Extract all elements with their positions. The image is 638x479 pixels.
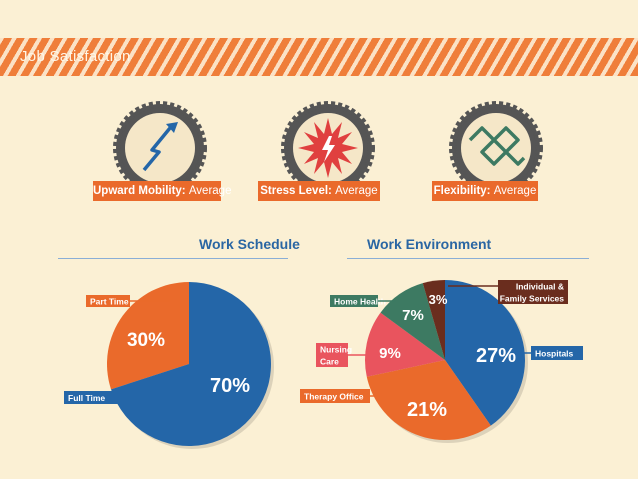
category-tag-therapy-office: Therapy Office [300,389,370,403]
category-tag-nursing-care: Nursing Care [316,343,352,367]
zigzag-icon [468,126,526,166]
category-tag-part-time: Part Time [86,295,130,307]
value-label-part-time: 30% [127,330,165,351]
value-label-home-health: 7% [402,307,424,324]
category-tag-hospitals: Hospitals [531,346,583,360]
gear-frame [113,101,207,195]
upward-mobility-badge [112,100,208,201]
environment-divider [347,258,589,259]
pie-slice-therapy-office [366,360,491,440]
svg-text:Full Time: Full Time [68,393,105,403]
value-label-individual-family-services: 3% [429,292,448,307]
burst-icon [298,118,358,178]
pie-slice-full-time [111,282,271,446]
value-label-hospitals: 27% [476,345,516,367]
svg-text:Care: Care [320,357,339,367]
work-schedule-title: Work Schedule [199,236,300,252]
header-band [0,38,638,76]
schedule-divider [58,258,288,259]
stress-level-label: Stress Level: Average [258,181,380,201]
category-tag-individual-family-services: Individual & Family Services [498,280,568,304]
value-label-nursing-care: 9% [379,345,401,362]
pie-slice-nursing-care [365,312,445,377]
stress-level-badge [280,100,376,201]
flexibility-label: Flexibility: Average [432,181,538,201]
pie-slice-hospitals [445,280,526,426]
svg-text:Family Services: Family Services [500,294,565,304]
svg-text:Home Health: Home Health [334,297,386,307]
gear-frame [449,101,543,195]
upward-mobility-label: Upward Mobility: Average [93,181,231,201]
svg-text:Therapy Office: Therapy Office [304,392,364,402]
value-label-full-time: 70% [210,375,250,397]
category-tag-full-time: Full Time [64,391,118,404]
svg-text:Part Time: Part Time [90,297,129,307]
pie-slice-home-health [380,283,445,360]
svg-text:Nursing: Nursing [320,345,352,355]
page-title: Job Satisfaction [20,48,131,65]
value-label-therapy-office: 21% [407,399,447,421]
svg-text:Hospitals: Hospitals [535,349,574,359]
flexibility-badge [448,100,544,201]
upward-arrow-icon [142,122,178,172]
work-environment-title: Work Environment [367,236,492,252]
pie-slice-individual-family-services [422,280,445,360]
pie-slice-part-time [106,282,189,390]
category-tag-home-health: Home Health [330,295,386,307]
svg-text:Individual &: Individual & [516,282,564,292]
